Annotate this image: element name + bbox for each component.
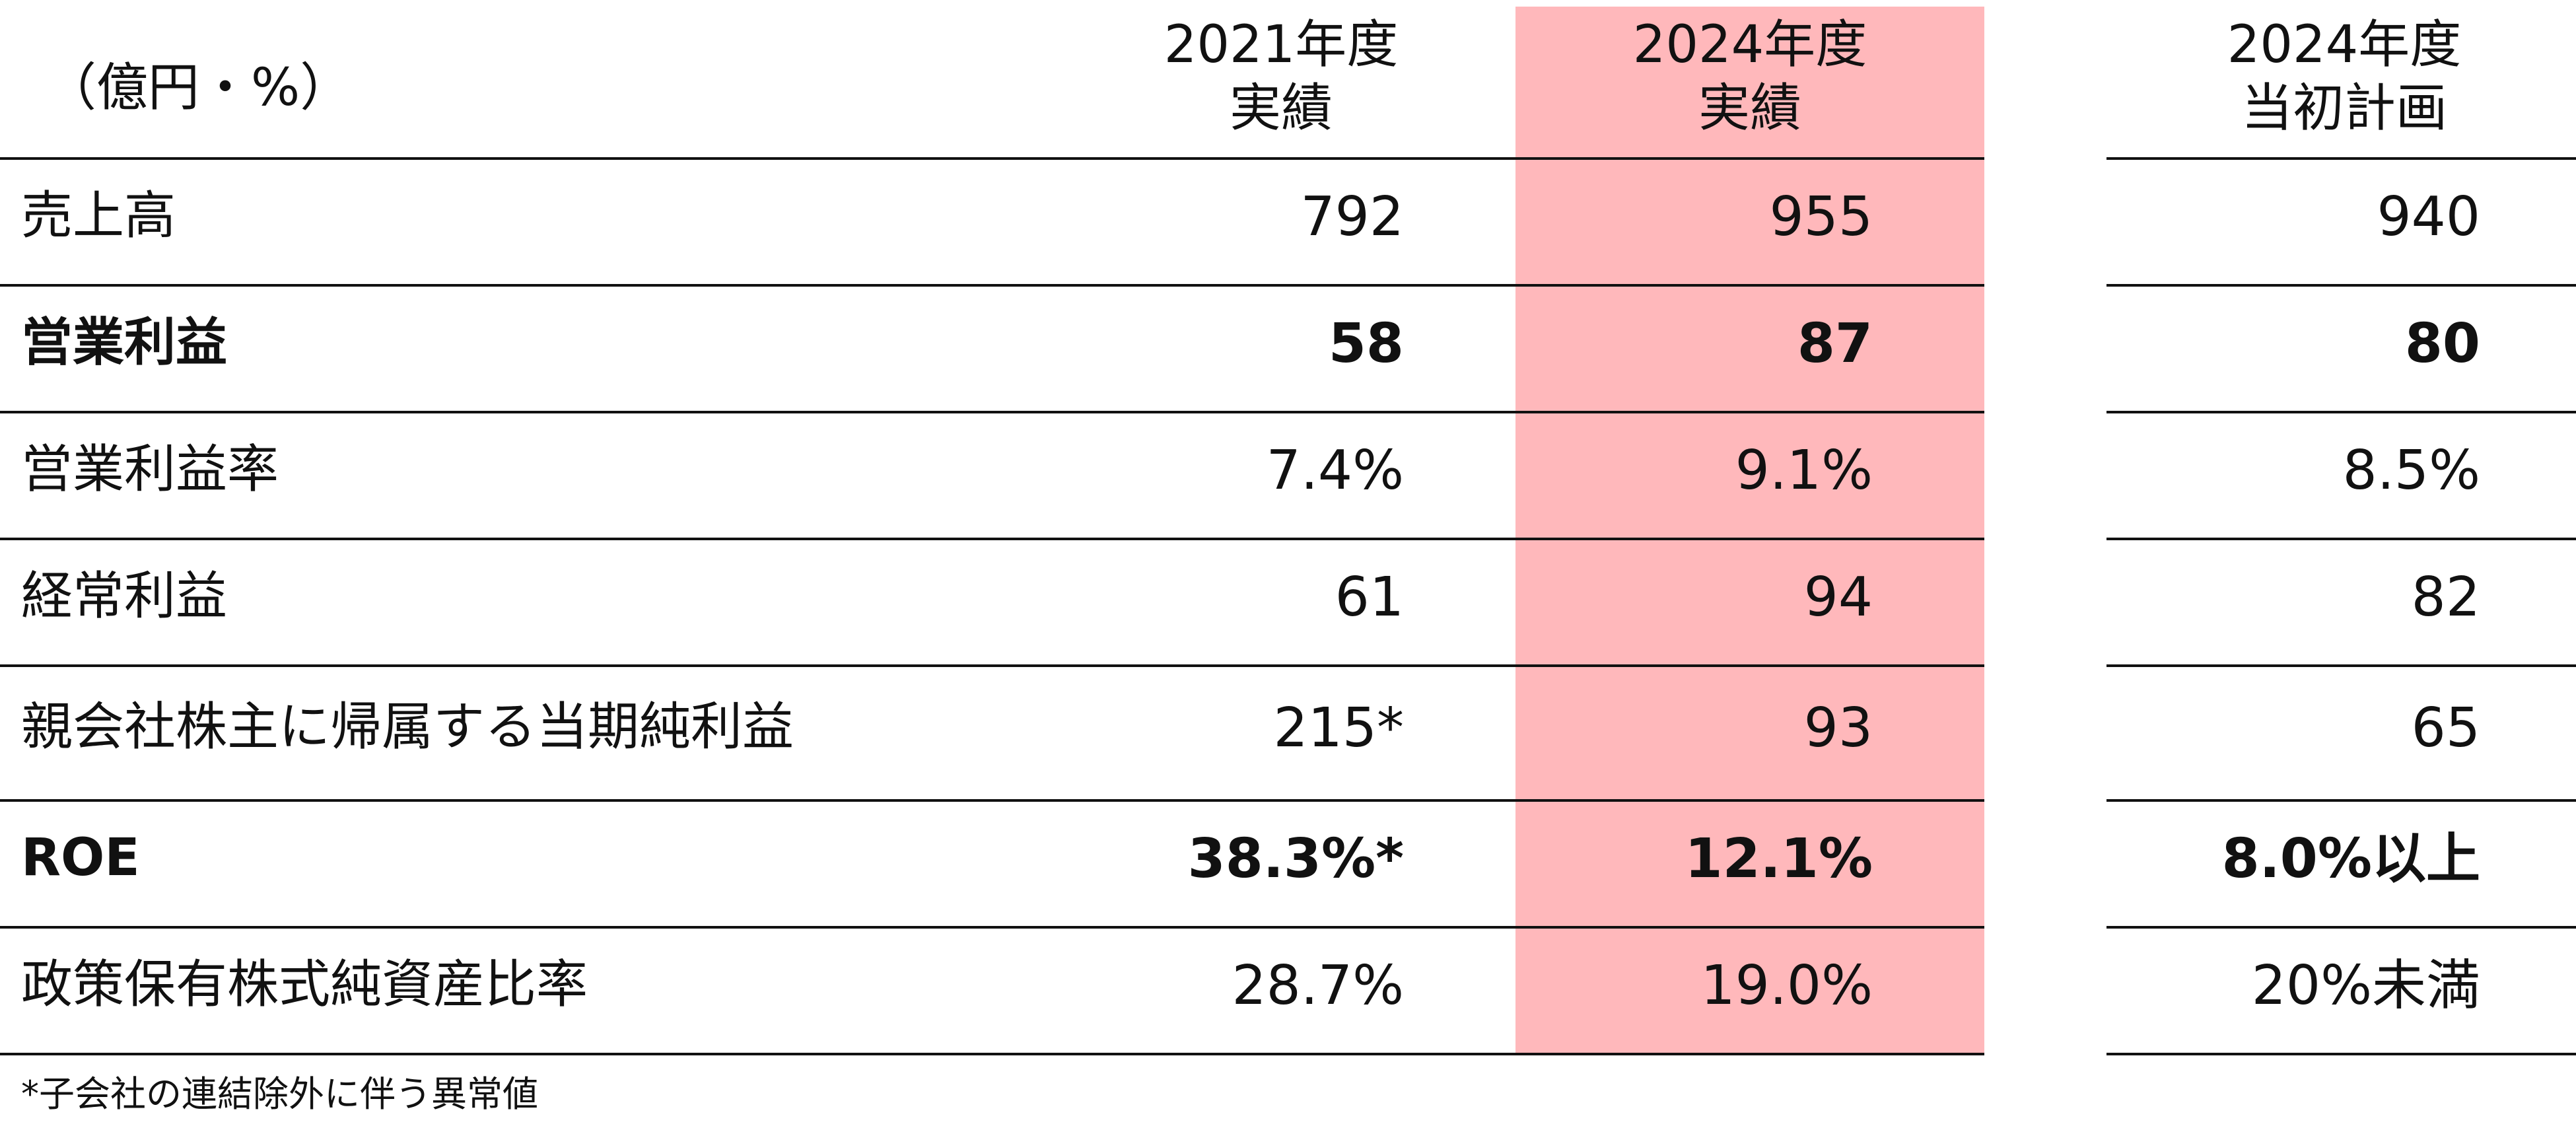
rule-row-7-left	[0, 1053, 1984, 1055]
rule-row-6-right	[2106, 926, 2576, 929]
column-header-2024-actual: 2024年度 実績	[1618, 13, 1882, 140]
value-2024-actual: 94	[1803, 566, 1873, 629]
column-header-line1: 2024年度	[1632, 15, 1867, 75]
value-2024-plan: 20%未満	[2251, 954, 2480, 1017]
column-header-line2: 実績	[1698, 79, 1801, 138]
value-2024-actual: 19.0%	[1700, 954, 1873, 1017]
value-2021-actual: 792	[1300, 186, 1404, 248]
row-label-sales: 売上高	[21, 186, 176, 246]
value-2024-actual: 87	[1797, 312, 1873, 375]
value-2024-plan: 8.5%	[2342, 439, 2480, 502]
value-2021-actual: 7.4%	[1266, 439, 1404, 502]
value-2024-actual: 955	[1769, 186, 1873, 248]
rule-row-4-right	[2106, 664, 2576, 667]
value-2021-actual: 28.7%	[1232, 954, 1405, 1017]
value-2024-plan: 80	[2404, 312, 2480, 375]
rule-row-1-right	[2106, 284, 2576, 287]
value-2024-plan: 8.0%以上	[2221, 828, 2480, 890]
value-2024-plan: 65	[2411, 697, 2480, 760]
rule-header-left	[0, 157, 1984, 160]
value-2024-plan: 82	[2411, 566, 2480, 629]
value-2024-actual: 93	[1803, 697, 1873, 760]
row-label-roe: ROE	[21, 828, 140, 888]
rule-row-6-left	[0, 926, 1984, 929]
rule-row-5-left	[0, 799, 1984, 802]
highlight-column-2024-actual	[1515, 7, 1984, 1054]
rule-row-2-right	[2106, 411, 2576, 413]
row-label-ordinary-profit: 経常利益	[21, 567, 228, 626]
column-header-2021-actual: 2021年度 実績	[1149, 13, 1413, 140]
unit-label: （億円・%）	[45, 58, 352, 118]
row-label-cross-shareholding-ratio: 政策保有株式純資産比率	[21, 955, 588, 1014]
value-2024-actual: 9.1%	[1735, 439, 1873, 502]
column-header-2024-plan: 2024年度 当初計画	[2206, 13, 2483, 140]
row-label-operating-profit: 営業利益	[21, 313, 228, 372]
value-2021-actual: 58	[1328, 312, 1404, 375]
value-2024-plan: 940	[2377, 186, 2480, 248]
row-label-net-income: 親会社株主に帰属する当期純利益	[21, 697, 794, 757]
column-header-line1: 2021年度	[1164, 15, 1399, 75]
column-header-line2: 当初計画	[2241, 79, 2447, 138]
value-2021-actual: 38.3%*	[1187, 828, 1404, 890]
rule-row-2-left	[0, 411, 1984, 413]
footnote: *子会社の連結除外に伴う異常値	[21, 1073, 538, 1115]
rule-row-3-left	[0, 538, 1984, 540]
row-label-operating-margin: 営業利益率	[21, 440, 279, 499]
value-2021-actual: 215*	[1273, 697, 1404, 760]
column-header-line2: 実績	[1229, 79, 1333, 138]
rule-row-4-left	[0, 664, 1984, 667]
value-2021-actual: 61	[1335, 566, 1404, 629]
rule-row-7-right	[2106, 1053, 2576, 1055]
column-header-line1: 2024年度	[2227, 15, 2462, 75]
rule-row-1-left	[0, 284, 1984, 287]
value-2024-actual: 12.1%	[1685, 828, 1873, 890]
rule-header-right	[2106, 157, 2576, 160]
rule-row-3-right	[2106, 538, 2576, 540]
rule-row-5-right	[2106, 799, 2576, 802]
